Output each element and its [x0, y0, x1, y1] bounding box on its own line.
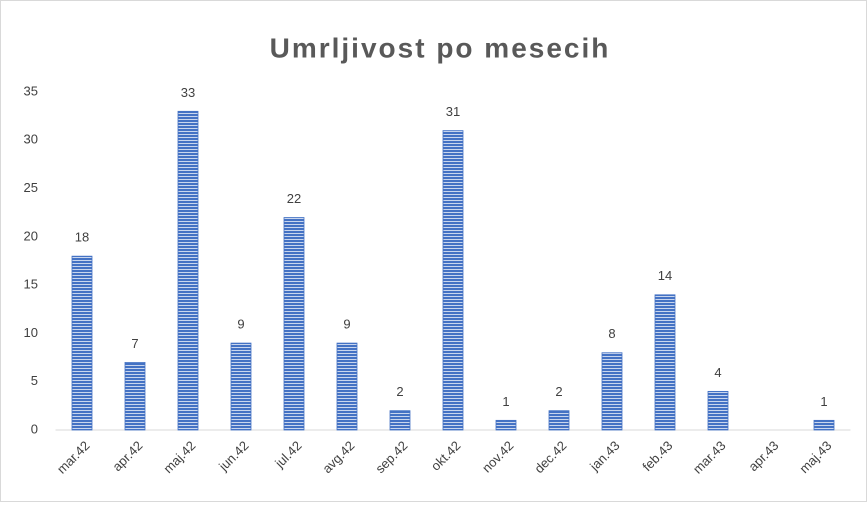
- data-label: 1: [820, 394, 827, 409]
- data-label: 8: [608, 326, 615, 341]
- bar: [442, 130, 464, 431]
- y-tick-label: 15: [24, 277, 38, 292]
- y-tick-label: 35: [24, 83, 38, 98]
- bar: [813, 419, 835, 431]
- bar: [336, 342, 358, 431]
- y-tick-label: 25: [24, 180, 38, 195]
- data-label: 9: [237, 317, 244, 332]
- bar: [654, 294, 676, 431]
- data-label: 1: [502, 394, 509, 409]
- y-tick-label: 30: [24, 132, 38, 147]
- bar: [283, 217, 305, 431]
- y-tick-label: 20: [24, 228, 38, 243]
- bar: [495, 419, 517, 431]
- data-label: 33: [181, 85, 195, 100]
- data-label: 9: [343, 317, 350, 332]
- bar: [548, 410, 570, 431]
- bar: [124, 361, 146, 431]
- bar: [177, 110, 199, 431]
- y-tick-label: 10: [24, 325, 38, 340]
- y-tick-label: 5: [31, 373, 38, 388]
- data-label: 2: [555, 384, 562, 399]
- bar: [71, 255, 93, 431]
- data-label: 22: [287, 191, 301, 206]
- bar: [601, 352, 623, 431]
- data-label: 18: [75, 230, 89, 245]
- bar: [230, 342, 252, 431]
- data-label: 14: [658, 268, 672, 283]
- data-label: 31: [446, 104, 460, 119]
- y-tick-label: 0: [31, 421, 38, 436]
- data-label: 2: [396, 384, 403, 399]
- chart-title: Umrljivost po mesecih: [270, 32, 611, 63]
- bar: [707, 390, 729, 431]
- data-label: 4: [714, 365, 721, 380]
- data-label: 7: [131, 336, 138, 351]
- bar: [389, 410, 411, 431]
